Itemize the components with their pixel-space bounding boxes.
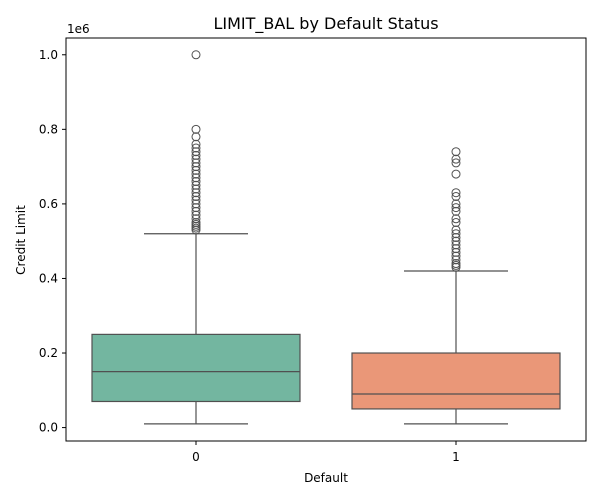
outlier-point-1 bbox=[451, 154, 461, 164]
outlier-point-0 bbox=[191, 188, 201, 198]
outlier-point-0 bbox=[191, 195, 201, 205]
outlier-point-1 bbox=[451, 188, 461, 198]
y-tick-label: 1.0 bbox=[39, 48, 58, 62]
outlier-point-0 bbox=[191, 147, 201, 157]
outlier-point-1 bbox=[451, 169, 461, 179]
plot-area: 0.0 0.2 0.4 0.6 0.8 1.0 0 1 bbox=[39, 48, 561, 464]
outlier-point-1 bbox=[451, 214, 461, 224]
x-tick-label: 1 bbox=[452, 450, 460, 464]
y-tick-label: 0.0 bbox=[39, 421, 58, 435]
y-axis-offset-label: 1e6 bbox=[67, 22, 90, 36]
outlier-point-0 bbox=[191, 50, 201, 60]
outlier-point-1 bbox=[451, 236, 461, 246]
outlier-point-0 bbox=[191, 206, 201, 216]
outlier-point-0 bbox=[191, 124, 201, 134]
outlier-point-0 bbox=[191, 162, 201, 172]
outlier-point-1 bbox=[451, 229, 461, 239]
outlier-point-1 bbox=[451, 247, 461, 257]
outlier-point-0 bbox=[191, 177, 201, 187]
y-tick-label: 0.6 bbox=[39, 197, 58, 211]
outlier-point-1 bbox=[451, 251, 461, 261]
outlier-point-0 bbox=[191, 210, 201, 220]
box-0 bbox=[91, 333, 301, 403]
outlier-point-1 bbox=[451, 199, 461, 209]
outlier-point-1 bbox=[451, 240, 461, 250]
outlier-point-0 bbox=[191, 203, 201, 213]
x-axis-label: Default bbox=[304, 471, 348, 485]
outlier-point-0 bbox=[191, 214, 201, 224]
outlier-point-0 bbox=[191, 150, 201, 160]
outlier-point-0 bbox=[191, 184, 201, 194]
outlier-point-0 bbox=[191, 158, 201, 168]
outlier-point-1 bbox=[451, 203, 461, 213]
y-tick-label: 0.2 bbox=[39, 346, 58, 360]
outlier-point-1 bbox=[451, 259, 461, 269]
outlier-point-1 bbox=[451, 158, 461, 168]
outlier-point-0 bbox=[191, 169, 201, 179]
y-axis-label: Credit Limit bbox=[14, 205, 28, 275]
outlier-point-1 bbox=[451, 206, 461, 216]
outlier-point-0 bbox=[191, 199, 201, 209]
plot-frame bbox=[65, 37, 587, 442]
outlier-point-1 bbox=[451, 218, 461, 228]
chart-title: LIMIT_BAL by Default Status bbox=[213, 14, 438, 34]
outlier-point-0 bbox=[191, 139, 201, 149]
outlier-point-1 bbox=[451, 244, 461, 254]
outlier-point-0 bbox=[191, 132, 201, 142]
y-tick-label: 0.4 bbox=[39, 271, 58, 285]
outlier-point-0 bbox=[191, 218, 201, 228]
x-tick-label: 0 bbox=[192, 450, 200, 464]
outlier-point-0 bbox=[191, 191, 201, 201]
outlier-point-1 bbox=[451, 191, 461, 201]
outlier-point-1 bbox=[451, 232, 461, 242]
outlier-point-1 bbox=[451, 255, 461, 265]
outlier-point-0 bbox=[191, 143, 201, 153]
y-tick-label: 0.8 bbox=[39, 122, 58, 136]
outlier-point-0 bbox=[191, 180, 201, 190]
outlier-point-1 bbox=[451, 147, 461, 157]
outlier-point-1 bbox=[451, 225, 461, 235]
outlier-point-0 bbox=[191, 173, 201, 183]
outlier-point-0 bbox=[191, 154, 201, 164]
outlier-point-0 bbox=[191, 165, 201, 175]
box-1 bbox=[351, 352, 561, 410]
